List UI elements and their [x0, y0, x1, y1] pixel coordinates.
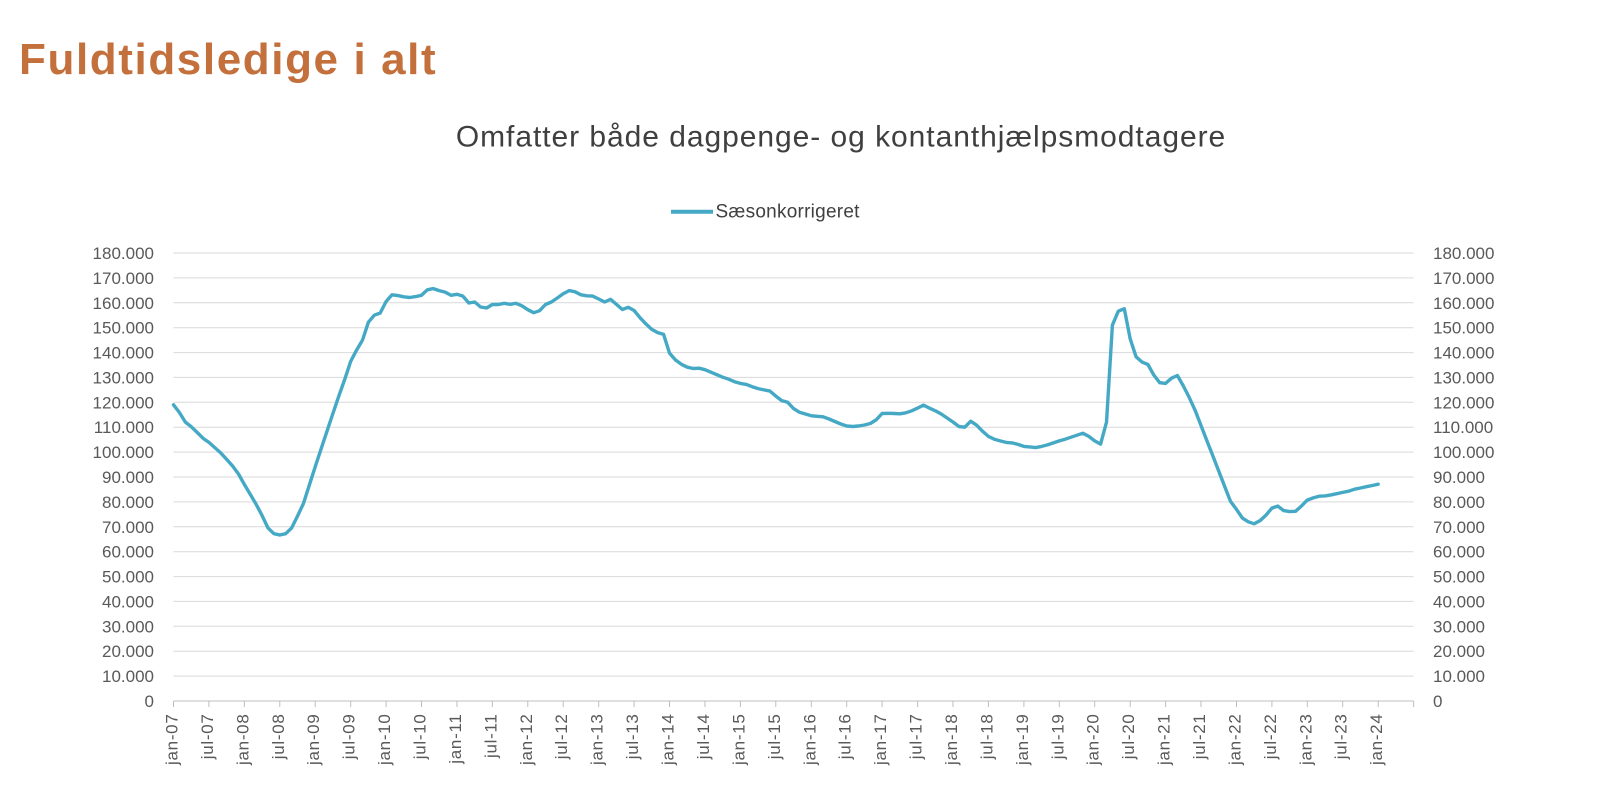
svg-text:60.000: 60.000 — [1433, 543, 1485, 562]
svg-text:jul-18: jul-18 — [977, 714, 996, 761]
svg-text:jul-19: jul-19 — [1048, 714, 1067, 761]
svg-text:jan-09: jan-09 — [304, 714, 323, 766]
svg-text:jul-12: jul-12 — [552, 714, 571, 761]
svg-text:10.000: 10.000 — [102, 667, 154, 686]
svg-text:60.000: 60.000 — [102, 543, 154, 562]
svg-text:160.000: 160.000 — [93, 294, 154, 313]
svg-text:170.000: 170.000 — [93, 269, 154, 288]
svg-text:jul-20: jul-20 — [1119, 714, 1138, 761]
svg-text:50.000: 50.000 — [1433, 568, 1485, 587]
svg-text:jul-22: jul-22 — [1261, 714, 1280, 761]
svg-text:100.000: 100.000 — [93, 443, 154, 462]
svg-text:Sæsonkorrigeret: Sæsonkorrigeret — [716, 202, 861, 223]
svg-text:120.000: 120.000 — [93, 393, 154, 412]
svg-text:70.000: 70.000 — [102, 518, 154, 537]
svg-text:130.000: 130.000 — [93, 368, 154, 387]
svg-text:jul-15: jul-15 — [765, 714, 784, 761]
svg-text:30.000: 30.000 — [102, 617, 154, 636]
svg-text:180.000: 180.000 — [1433, 244, 1494, 263]
svg-text:jul-23: jul-23 — [1332, 714, 1351, 761]
svg-text:110.000: 110.000 — [94, 418, 154, 437]
svg-text:Omfatter både dagpenge- og kon: Omfatter både dagpenge- og kontanthjælps… — [456, 121, 1226, 154]
svg-text:jul-07: jul-07 — [198, 714, 217, 761]
svg-text:jul-10: jul-10 — [411, 714, 430, 761]
svg-text:jan-15: jan-15 — [729, 714, 748, 766]
svg-text:140.000: 140.000 — [1433, 344, 1494, 363]
svg-text:50.000: 50.000 — [102, 568, 154, 587]
svg-text:40.000: 40.000 — [1433, 592, 1485, 611]
svg-text:110.000: 110.000 — [1433, 418, 1493, 437]
svg-text:jul-09: jul-09 — [340, 714, 359, 761]
svg-text:jan-12: jan-12 — [517, 714, 536, 766]
svg-text:jul-16: jul-16 — [836, 714, 855, 761]
svg-text:120.000: 120.000 — [1433, 393, 1494, 412]
svg-text:jan-17: jan-17 — [871, 714, 890, 766]
svg-text:130.000: 130.000 — [1433, 368, 1494, 387]
svg-text:jul-17: jul-17 — [907, 714, 926, 761]
svg-text:jan-16: jan-16 — [800, 714, 819, 766]
svg-text:70.000: 70.000 — [1433, 518, 1485, 537]
svg-text:jan-14: jan-14 — [659, 714, 678, 766]
svg-text:jul-08: jul-08 — [269, 714, 288, 761]
svg-text:jan-21: jan-21 — [1155, 714, 1174, 766]
svg-text:20.000: 20.000 — [1433, 642, 1485, 661]
svg-text:jan-13: jan-13 — [588, 714, 607, 766]
svg-text:jul-11: jul-11 — [481, 714, 500, 760]
svg-text:30.000: 30.000 — [1433, 617, 1485, 636]
svg-text:jan-23: jan-23 — [1296, 714, 1315, 766]
svg-text:150.000: 150.000 — [1433, 319, 1494, 338]
svg-text:jan-10: jan-10 — [375, 714, 394, 766]
svg-text:180.000: 180.000 — [93, 244, 154, 263]
svg-text:90.000: 90.000 — [102, 468, 154, 487]
svg-text:40.000: 40.000 — [102, 592, 154, 611]
svg-text:0: 0 — [1433, 692, 1442, 711]
svg-text:150.000: 150.000 — [93, 319, 154, 338]
svg-text:80.000: 80.000 — [1433, 493, 1485, 512]
svg-text:jan-18: jan-18 — [942, 714, 961, 766]
svg-text:jan-24: jan-24 — [1367, 714, 1386, 766]
svg-text:140.000: 140.000 — [93, 344, 154, 363]
svg-text:jan-19: jan-19 — [1013, 714, 1032, 766]
svg-text:100.000: 100.000 — [1433, 443, 1494, 462]
svg-text:jul-14: jul-14 — [694, 714, 713, 761]
svg-text:jan-08: jan-08 — [233, 714, 252, 766]
svg-text:80.000: 80.000 — [102, 493, 154, 512]
svg-text:jul-13: jul-13 — [623, 714, 642, 761]
svg-text:jan-07: jan-07 — [163, 714, 182, 766]
svg-text:jan-20: jan-20 — [1084, 714, 1103, 766]
svg-text:Fuldtidsledige i alt: Fuldtidsledige i alt — [19, 35, 437, 84]
svg-text:jan-11: jan-11 — [446, 714, 465, 765]
svg-text:90.000: 90.000 — [1433, 468, 1485, 487]
svg-text:jul-21: jul-21 — [1190, 714, 1209, 761]
svg-text:jan-22: jan-22 — [1226, 714, 1245, 766]
svg-text:160.000: 160.000 — [1433, 294, 1494, 313]
svg-text:170.000: 170.000 — [1433, 269, 1494, 288]
svg-text:10.000: 10.000 — [1433, 667, 1485, 686]
svg-text:0: 0 — [145, 692, 154, 711]
svg-text:20.000: 20.000 — [102, 642, 154, 661]
